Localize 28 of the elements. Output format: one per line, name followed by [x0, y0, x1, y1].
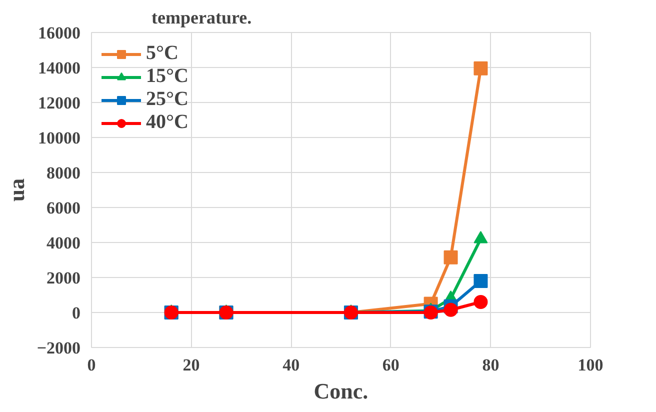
x-tick-label: 80	[482, 356, 500, 374]
x-tick-label: 20	[182, 356, 200, 374]
x-tick-label: 100	[578, 356, 604, 374]
x-tick-label: 40	[282, 356, 300, 374]
chart-title: temperature.	[152, 8, 252, 28]
y-tick-label: 4000	[46, 234, 80, 252]
legend-label: 15°C	[146, 65, 188, 88]
y-tick-label: 0	[72, 304, 80, 322]
x-axis-title: Conc.	[314, 378, 368, 404]
point	[444, 302, 458, 317]
point	[474, 274, 488, 288]
y-tick-label: 6000	[46, 198, 80, 218]
legend-label: 40°C	[146, 111, 188, 134]
y-tick-label: 16000	[38, 24, 80, 42]
y-tick-label: 10000	[38, 128, 80, 148]
x-tick-label: 0	[87, 356, 96, 374]
point	[474, 61, 488, 76]
point	[474, 295, 488, 309]
y-tick-label: 14000	[38, 58, 80, 78]
y-tick-label: −2000	[36, 338, 80, 358]
y-axis-title: ua	[4, 178, 29, 202]
legend-label: 5°C	[146, 42, 178, 65]
y-tick-label: 12000	[38, 94, 80, 112]
y-tick-label: 8000	[46, 164, 80, 182]
x-tick-label: 60	[382, 356, 400, 374]
point	[444, 250, 458, 264]
y-tick-label: 2000	[46, 268, 80, 288]
legend-label: 25°C	[146, 88, 188, 111]
